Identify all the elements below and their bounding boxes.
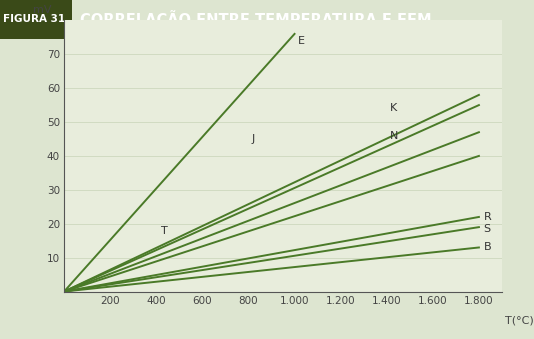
X-axis label: T(°C): T(°C): [505, 316, 534, 326]
Bar: [0, 0, 72, 39]
Text: T: T: [161, 225, 168, 236]
Text: K: K: [390, 103, 397, 114]
Text: mV: mV: [34, 5, 52, 15]
Text: R: R: [483, 212, 491, 222]
Text: E: E: [298, 36, 305, 46]
Text: CORRELAÇÃO ENTRE TEMPERATURA E FEM: CORRELAÇÃO ENTRE TEMPERATURA E FEM: [80, 11, 431, 28]
Text: FIGURA 31: FIGURA 31: [3, 15, 65, 24]
Text: J: J: [252, 134, 255, 144]
Text: S: S: [483, 224, 491, 234]
Text: N: N: [390, 131, 398, 141]
Text: B: B: [483, 242, 491, 253]
